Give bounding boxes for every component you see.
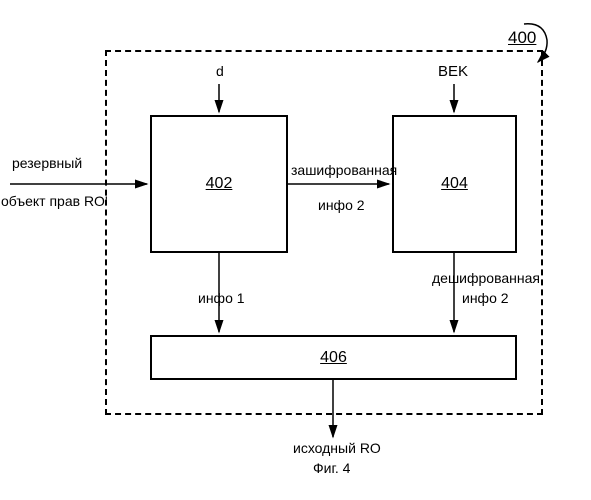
box-402: 402 (150, 115, 288, 253)
label-output: исходный RO (293, 440, 381, 456)
system-id-label: 400 (508, 28, 536, 48)
label-mid-1: зашифрованная (291, 162, 397, 178)
label-input-bek: BEK (438, 63, 468, 80)
label-down2-2: инфо 2 (462, 290, 509, 306)
box-404-id: 404 (441, 175, 468, 193)
label-down1: инфо 1 (198, 290, 245, 306)
label-input-left-2: объект прав RO' (1, 193, 108, 209)
box-404: 404 (392, 115, 517, 253)
box-402-id: 402 (206, 175, 233, 193)
box-406-id: 406 (320, 349, 347, 367)
box-406: 406 (150, 335, 517, 380)
figure-caption: Фиг. 4 (313, 460, 350, 476)
label-input-left-1: резервный (12, 155, 82, 171)
label-mid-2: инфо 2 (318, 197, 365, 213)
label-down2-1: дешифрованная (432, 270, 540, 286)
label-input-d: d (216, 63, 224, 79)
